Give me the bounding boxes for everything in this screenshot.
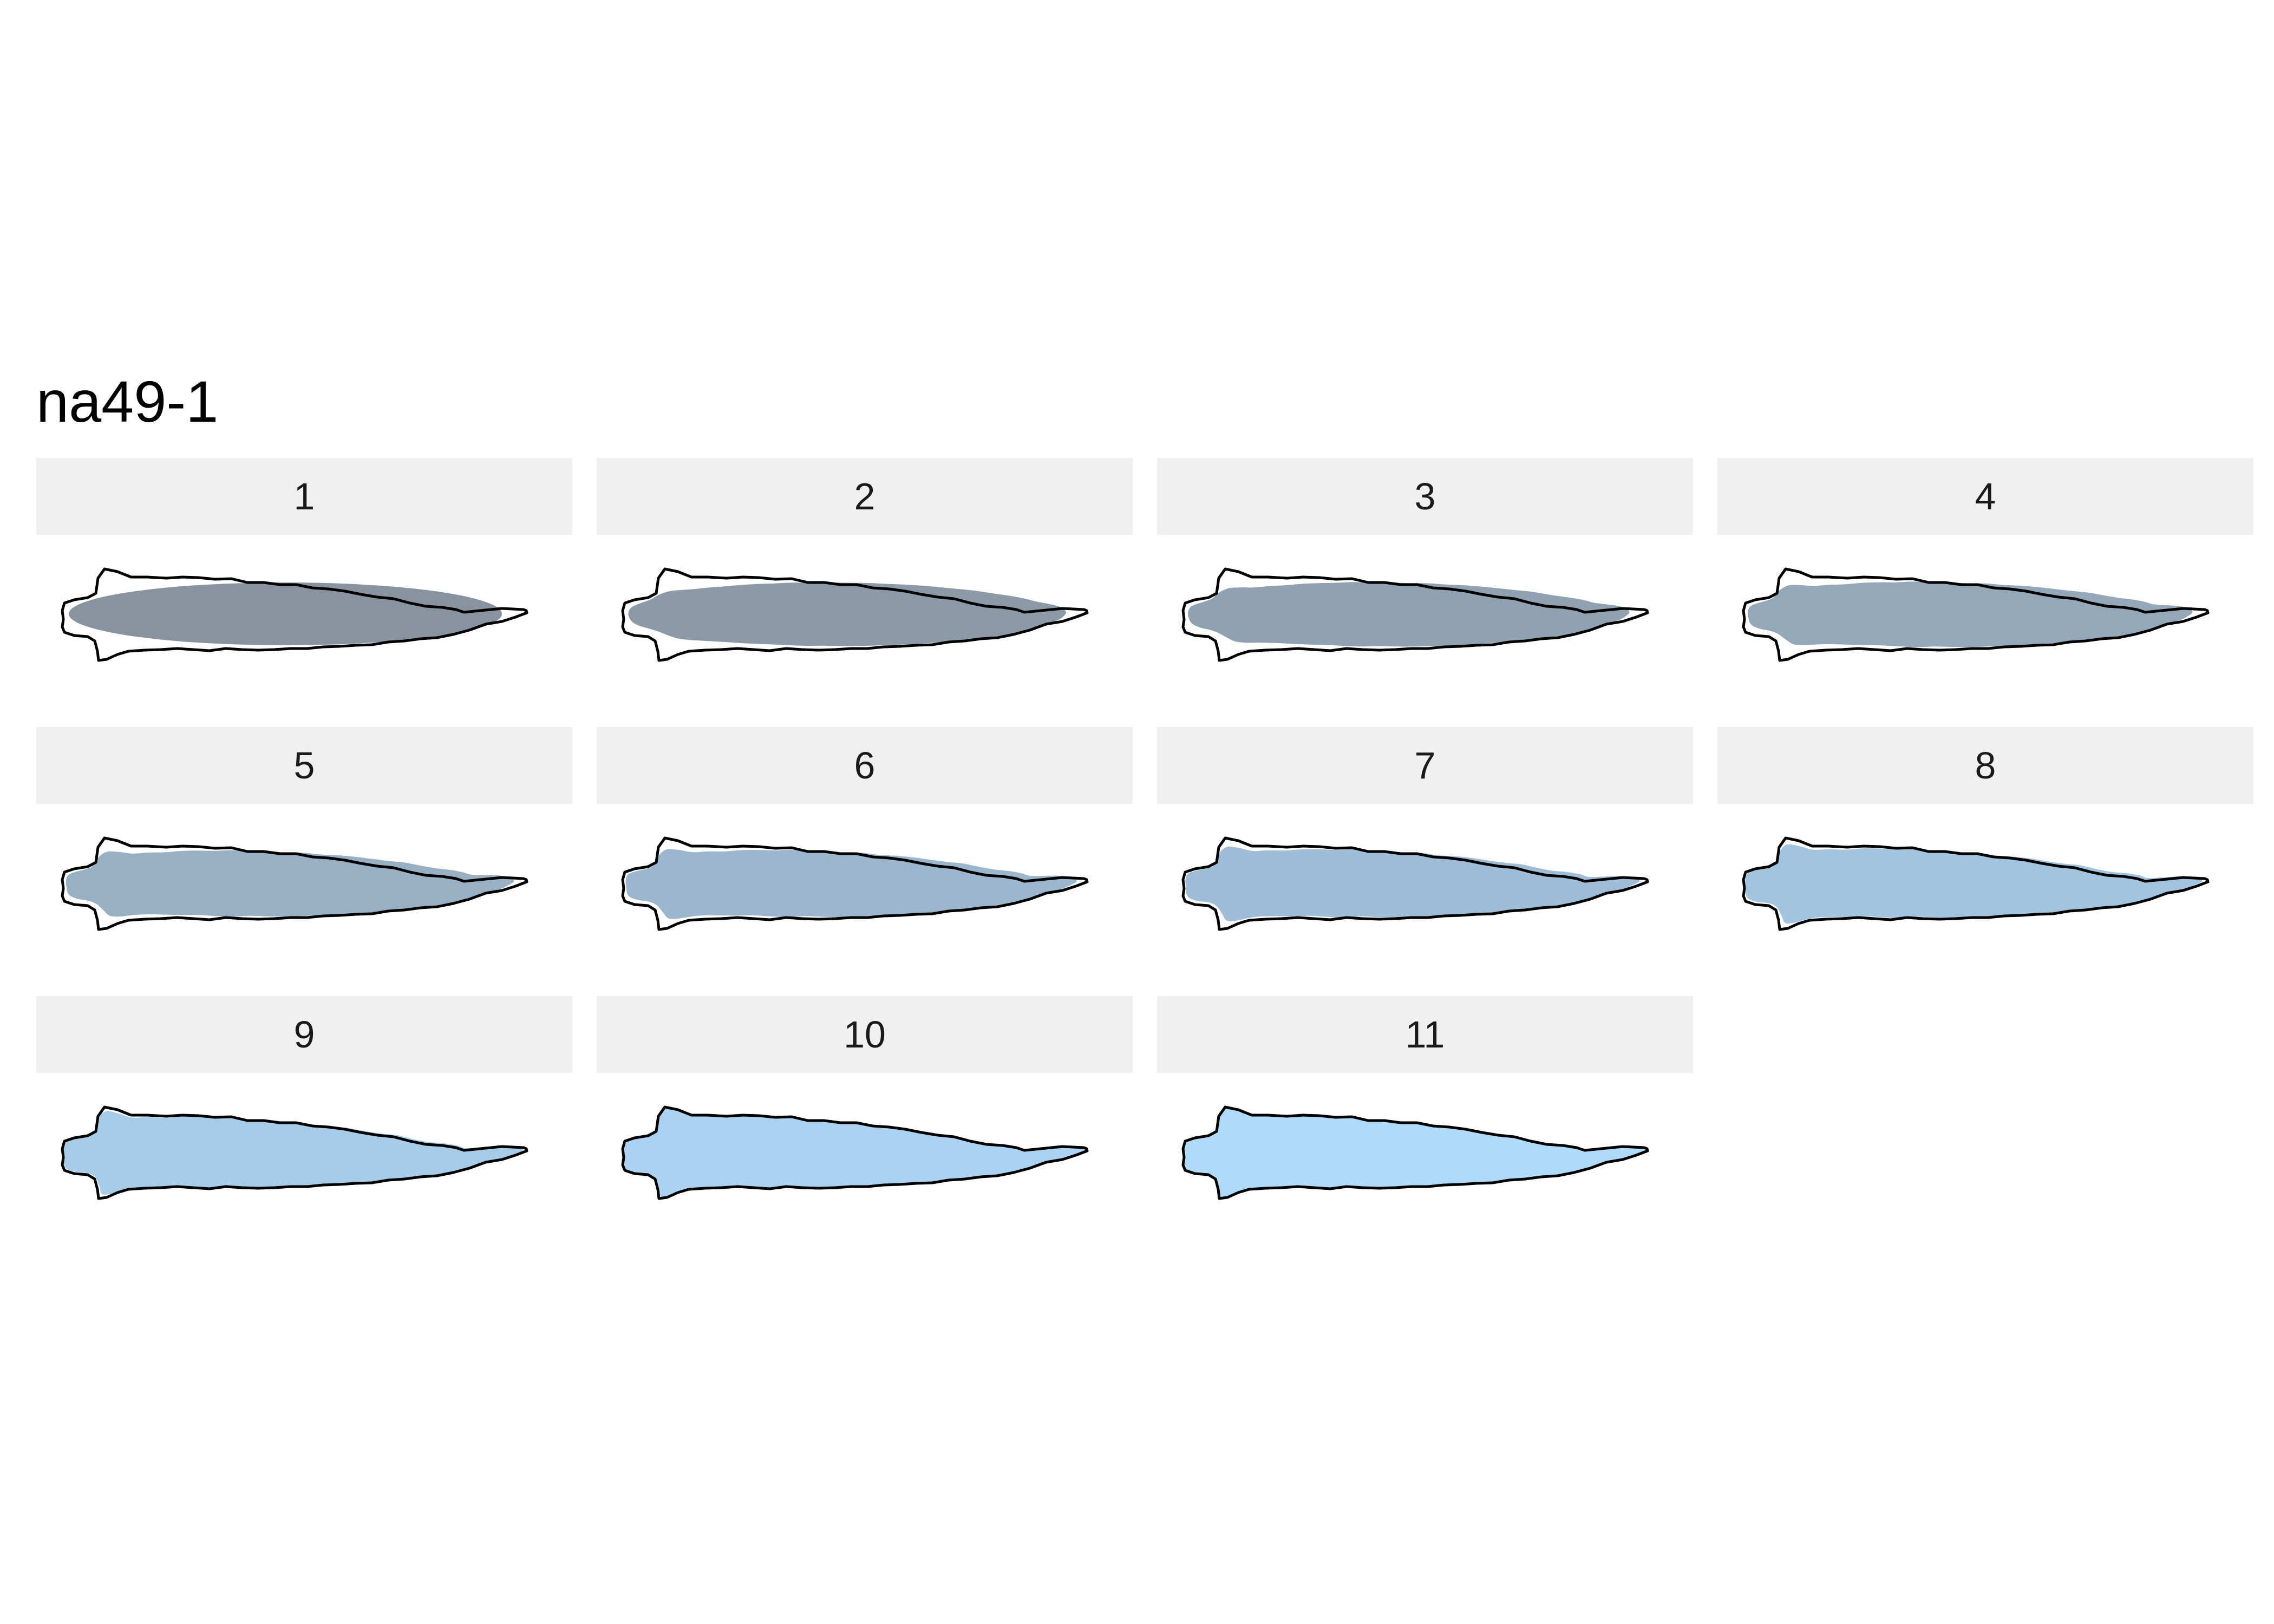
facet-label: 10: [844, 1013, 886, 1056]
harmonic-approximation-shape: [1188, 582, 1630, 647]
point-outline-shape: [1181, 836, 1649, 931]
facet-panel: 1: [36, 458, 572, 704]
harmonic-approximation-shape: [69, 582, 502, 645]
facet-panel: 4: [1717, 458, 2253, 704]
facet-panel: 2: [597, 458, 1133, 704]
harmonic-reconstruction: [621, 567, 1089, 662]
facet-strip: 11: [1157, 996, 1693, 1073]
facet-strip: 4: [1717, 458, 2253, 535]
facet-label: 8: [1975, 744, 1996, 787]
facet-panel: 8: [1717, 727, 2253, 973]
harmonic-approximation-shape: [1185, 846, 1640, 921]
facet-strip: 6: [597, 727, 1133, 804]
facet-label: 1: [293, 475, 315, 518]
facet-label: 5: [293, 744, 315, 787]
point-outline-shape: [621, 1105, 1089, 1200]
harmonic-approximation-shape: [1747, 581, 2193, 647]
point-outline-shape: [61, 567, 528, 662]
point-outline-shape: [1181, 567, 1649, 662]
facet-panel: 10: [597, 996, 1133, 1242]
harmonic-reconstruction: [1181, 1105, 1649, 1200]
harmonic-reconstruction: [1181, 567, 1649, 662]
facet-strip: 8: [1717, 727, 2253, 804]
facet-strip: 2: [597, 458, 1133, 535]
point-outline-shape: [1181, 1105, 1649, 1200]
point-outline-shape: [1742, 567, 2210, 662]
facet-strip: 7: [1157, 727, 1693, 804]
facet-label: 7: [1414, 744, 1436, 787]
point-outline-shape: [621, 567, 1089, 662]
harmonic-approximation-shape: [63, 1111, 524, 1195]
facet-panel: 9: [36, 996, 572, 1242]
facet-label: 6: [854, 744, 875, 787]
facet-label: 3: [1414, 475, 1436, 518]
point-outline-shape: [1742, 836, 2210, 931]
point-outline-shape: [621, 836, 1089, 931]
harmonic-reconstruction: [621, 1105, 1089, 1200]
harmonic-approximation-shape: [1745, 844, 2203, 924]
harmonic-reconstruction: [621, 836, 1089, 931]
facet-panel: 5: [36, 727, 572, 973]
plot-title: na49-1: [36, 369, 219, 434]
harmonic-reconstruction: [1181, 836, 1649, 931]
facet-strip: 3: [1157, 458, 1693, 535]
harmonic-approximation-shape: [625, 849, 1077, 919]
facet-strip: 10: [597, 996, 1133, 1073]
facet-strip: 9: [36, 996, 572, 1073]
point-outline-shape: [61, 1105, 528, 1200]
facet-label: 9: [293, 1013, 315, 1056]
harmonic-reconstruction: [61, 836, 528, 931]
harmonic-reconstruction: [61, 1105, 528, 1200]
harmonic-reconstruction: [61, 567, 528, 662]
facet-label: 4: [1975, 475, 1996, 518]
facet-panel: 7: [1157, 727, 1693, 973]
point-outline-shape: [61, 836, 528, 931]
facet-label: 2: [854, 475, 875, 518]
facet-strip: 1: [36, 458, 572, 535]
harmonic-approximation-shape: [1182, 1106, 1649, 1200]
facet-panel: 6: [597, 727, 1133, 973]
facet-label: 11: [1405, 1013, 1445, 1056]
facet-panel: 11: [1157, 996, 1693, 1242]
harmonic-approximation-shape: [66, 850, 514, 917]
facet-panel: 3: [1157, 458, 1693, 704]
harmonic-reconstruction: [1742, 836, 2210, 931]
facet-strip: 5: [36, 727, 572, 804]
harmonic-reconstruction: [1742, 567, 2210, 662]
harmonic-approximation-shape: [623, 1109, 1086, 1197]
